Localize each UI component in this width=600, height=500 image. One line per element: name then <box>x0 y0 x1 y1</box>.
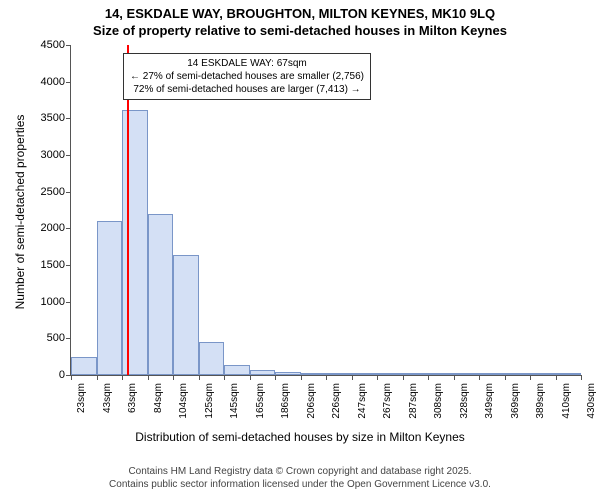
y-tick-label: 1500 <box>41 259 65 271</box>
annotation-line-1: 14 ESKDALE WAY: 67sqm <box>130 57 364 70</box>
annotation-line-2: ← 27% of semi-detached houses are smalle… <box>130 70 364 83</box>
y-tick-label: 4500 <box>41 39 65 51</box>
chart-footer: Contains HM Land Registry data © Crown c… <box>0 465 600 491</box>
plot-area: 14 ESKDALE WAY: 67sqm← 27% of semi-detac… <box>70 45 581 376</box>
histogram-bar <box>454 373 480 375</box>
x-tick-label: 328sqm <box>459 383 470 428</box>
x-tick-label: 247sqm <box>357 383 368 428</box>
footer-line-1: Contains HM Land Registry data © Crown c… <box>0 465 600 478</box>
x-tick-label: 84sqm <box>153 383 164 428</box>
histogram-bar <box>148 214 174 375</box>
title-line-1: 14, ESKDALE WAY, BROUGHTON, MILTON KEYNE… <box>0 6 600 23</box>
histogram-bar <box>352 373 378 375</box>
histogram-bar <box>326 373 352 375</box>
x-tick-mark <box>326 375 327 380</box>
histogram-bar <box>275 372 301 375</box>
x-tick-label: 369sqm <box>510 383 521 428</box>
x-tick-label: 104sqm <box>178 383 189 428</box>
y-tick-mark <box>66 228 71 229</box>
x-tick-mark <box>148 375 149 380</box>
y-tick-mark <box>66 155 71 156</box>
x-tick-label: 267sqm <box>382 383 393 428</box>
x-tick-mark <box>199 375 200 380</box>
x-tick-label: 43sqm <box>102 383 113 428</box>
x-tick-label: 165sqm <box>255 383 266 428</box>
histogram-bar <box>403 373 429 375</box>
annotation-box: 14 ESKDALE WAY: 67sqm← 27% of semi-detac… <box>123 53 371 100</box>
y-tick-label: 4000 <box>41 76 65 88</box>
y-tick-label: 3000 <box>41 149 65 161</box>
histogram-bar <box>199 342 225 375</box>
histogram-bar <box>556 373 582 375</box>
footer-line-2: Contains public sector information licen… <box>0 478 600 491</box>
x-tick-label: 63sqm <box>127 383 138 428</box>
y-tick-mark <box>66 338 71 339</box>
y-tick-label: 0 <box>59 369 65 381</box>
x-tick-label: 287sqm <box>408 383 419 428</box>
x-tick-label: 410sqm <box>561 383 572 428</box>
x-tick-mark <box>377 375 378 380</box>
title-line-2: Size of property relative to semi-detach… <box>0 23 600 40</box>
x-tick-label: 308sqm <box>433 383 444 428</box>
histogram-bar <box>505 373 531 375</box>
y-tick-label: 1000 <box>41 296 65 308</box>
x-axis-label: Distribution of semi-detached houses by … <box>0 430 600 444</box>
x-tick-label: 145sqm <box>229 383 240 428</box>
x-tick-label: 186sqm <box>280 383 291 428</box>
histogram-bar <box>122 110 148 375</box>
x-tick-mark <box>403 375 404 380</box>
chart-title: 14, ESKDALE WAY, BROUGHTON, MILTON KEYNE… <box>0 0 600 40</box>
x-tick-label: 349sqm <box>484 383 495 428</box>
x-tick-label: 125sqm <box>204 383 215 428</box>
histogram-bar <box>97 221 123 375</box>
y-tick-label: 2500 <box>41 186 65 198</box>
histogram-bar <box>173 255 199 375</box>
x-tick-label: 389sqm <box>535 383 546 428</box>
histogram-bar <box>250 370 276 375</box>
x-tick-mark <box>173 375 174 380</box>
x-tick-mark <box>301 375 302 380</box>
x-tick-mark <box>428 375 429 380</box>
x-tick-mark <box>122 375 123 380</box>
x-tick-mark <box>224 375 225 380</box>
annotation-line-3: 72% of semi-detached houses are larger (… <box>130 83 364 96</box>
x-tick-mark <box>556 375 557 380</box>
x-tick-mark <box>250 375 251 380</box>
x-tick-mark <box>505 375 506 380</box>
x-tick-mark <box>581 375 582 380</box>
x-tick-mark <box>97 375 98 380</box>
y-tick-label: 2000 <box>41 222 65 234</box>
histogram-bar <box>479 373 505 375</box>
y-tick-mark <box>66 192 71 193</box>
histogram-bar <box>377 373 403 375</box>
property-histogram-chart: 14, ESKDALE WAY, BROUGHTON, MILTON KEYNE… <box>0 0 600 500</box>
x-tick-label: 23sqm <box>76 383 87 428</box>
y-axis-label: Number of semi-detached properties <box>13 102 27 322</box>
x-tick-label: 226sqm <box>331 383 342 428</box>
x-tick-mark <box>352 375 353 380</box>
x-tick-label: 206sqm <box>306 383 317 428</box>
y-tick-mark <box>66 302 71 303</box>
y-tick-mark <box>66 82 71 83</box>
histogram-bar <box>301 373 327 375</box>
x-tick-mark <box>275 375 276 380</box>
histogram-bar <box>428 373 454 375</box>
y-tick-label: 3500 <box>41 112 65 124</box>
x-tick-mark <box>454 375 455 380</box>
y-tick-mark <box>66 265 71 266</box>
histogram-bar <box>71 357 97 375</box>
x-tick-mark <box>479 375 480 380</box>
y-tick-mark <box>66 118 71 119</box>
x-tick-label: 430sqm <box>586 383 597 428</box>
histogram-bar <box>530 373 556 375</box>
y-tick-mark <box>66 45 71 46</box>
x-tick-mark <box>530 375 531 380</box>
x-tick-mark <box>71 375 72 380</box>
y-tick-label: 500 <box>47 332 65 344</box>
histogram-bar <box>224 365 250 375</box>
